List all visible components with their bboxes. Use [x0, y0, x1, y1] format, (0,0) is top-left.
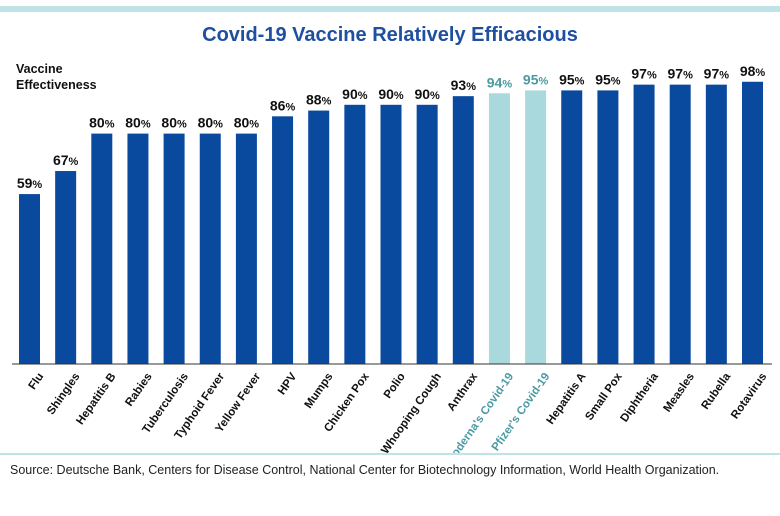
- category-label: Polio: [382, 371, 408, 401]
- value-label: 80%: [198, 115, 224, 131]
- y-axis-label: Vaccine Effectiveness: [16, 62, 97, 92]
- category-label: Rubella: [700, 370, 734, 411]
- value-label: 93%: [451, 77, 477, 93]
- bar: [55, 171, 77, 364]
- value-label: 59%: [17, 175, 43, 191]
- chart-title: Covid-19 Vaccine Relatively Efficacious: [202, 24, 578, 46]
- bar: [452, 96, 474, 364]
- category-label: Mumps: [303, 371, 336, 411]
- value-label: 90%: [414, 86, 440, 102]
- bar: [127, 133, 149, 364]
- source-note: Source: Deutsche Bank, Centers for Disea…: [10, 463, 720, 477]
- bar: [561, 90, 583, 365]
- value-label: 97%: [631, 66, 657, 82]
- bar: [308, 110, 330, 364]
- category-label: HPV: [276, 371, 300, 398]
- value-label: 80%: [89, 115, 115, 131]
- category-label: Flu: [27, 371, 47, 392]
- category-label: Measles: [662, 371, 698, 415]
- bar: [669, 84, 691, 364]
- category-label: Small Pox: [583, 370, 625, 422]
- value-label: 97%: [668, 66, 694, 82]
- bottom-divider: [0, 453, 780, 455]
- bar: [91, 133, 113, 364]
- bar: [235, 133, 257, 364]
- top-divider: [0, 6, 780, 12]
- value-label: 80%: [125, 115, 151, 131]
- category-label: Rotavirus: [729, 371, 769, 421]
- value-label: 94%: [487, 74, 513, 90]
- bar: [163, 133, 185, 364]
- bar: [416, 104, 438, 365]
- value-label: 90%: [378, 86, 404, 102]
- category-label: Anthrax: [445, 370, 480, 413]
- value-label: 95%: [559, 71, 585, 87]
- bar: [380, 104, 402, 365]
- bar: [199, 133, 221, 364]
- bar: [633, 84, 655, 364]
- bar: [525, 90, 547, 365]
- category-label: Rabies: [123, 371, 154, 409]
- bar: [597, 90, 619, 365]
- value-label: 95%: [523, 71, 549, 87]
- category-label: Shingles: [45, 371, 82, 417]
- bar: [344, 104, 366, 365]
- value-label: 97%: [704, 66, 730, 82]
- bar: [705, 84, 727, 364]
- value-label: 80%: [161, 115, 187, 131]
- value-label: 95%: [595, 71, 621, 87]
- value-label: 88%: [306, 92, 332, 108]
- category-label: Diphtheria: [618, 370, 661, 424]
- value-label: 80%: [234, 115, 260, 131]
- bar: [19, 194, 40, 364]
- value-label: 67%: [53, 152, 79, 168]
- value-label: 90%: [342, 86, 368, 102]
- bar: [742, 81, 763, 364]
- bar: [488, 93, 510, 364]
- value-label: 98%: [740, 63, 766, 79]
- bar: [272, 116, 294, 364]
- value-label: 86%: [270, 97, 296, 113]
